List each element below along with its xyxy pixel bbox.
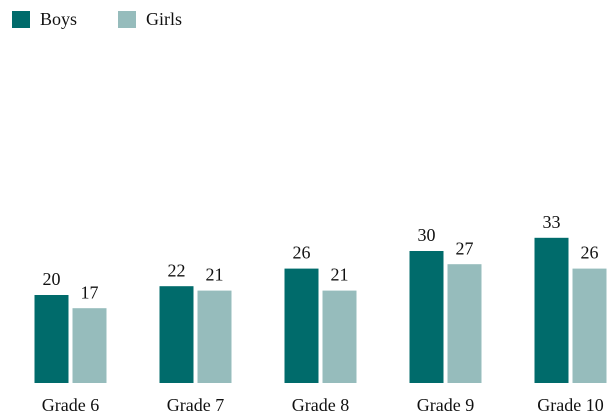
bar (409, 251, 444, 383)
bar (159, 286, 194, 383)
legend-label: Boys (40, 9, 77, 29)
value-label: 27 (456, 238, 474, 258)
value-label: 21 (206, 265, 224, 285)
bar (34, 295, 69, 383)
x-tick-label: Grade 10 (537, 395, 603, 415)
value-label: 26 (581, 243, 599, 263)
x-tick-label: Grade 6 (42, 395, 99, 415)
value-label: 30 (418, 225, 436, 245)
value-label: 20 (43, 269, 61, 289)
value-label: 33 (543, 212, 561, 232)
bar (284, 268, 319, 383)
bar (534, 237, 569, 383)
value-label: 21 (331, 265, 349, 285)
bar (572, 268, 607, 383)
x-tick-label: Grade 8 (292, 395, 349, 415)
value-label: 17 (81, 282, 99, 302)
bar (447, 264, 482, 383)
bar (197, 290, 232, 383)
x-tick-label: Grade 9 (417, 395, 474, 415)
value-label: 22 (168, 260, 186, 280)
bar (322, 290, 357, 383)
legend-label: Girls (146, 9, 182, 29)
value-label: 26 (293, 243, 311, 263)
bar (72, 308, 107, 383)
x-tick-label: Grade 7 (167, 395, 224, 415)
legend-swatch (118, 11, 136, 28)
legend-swatch (12, 11, 30, 28)
